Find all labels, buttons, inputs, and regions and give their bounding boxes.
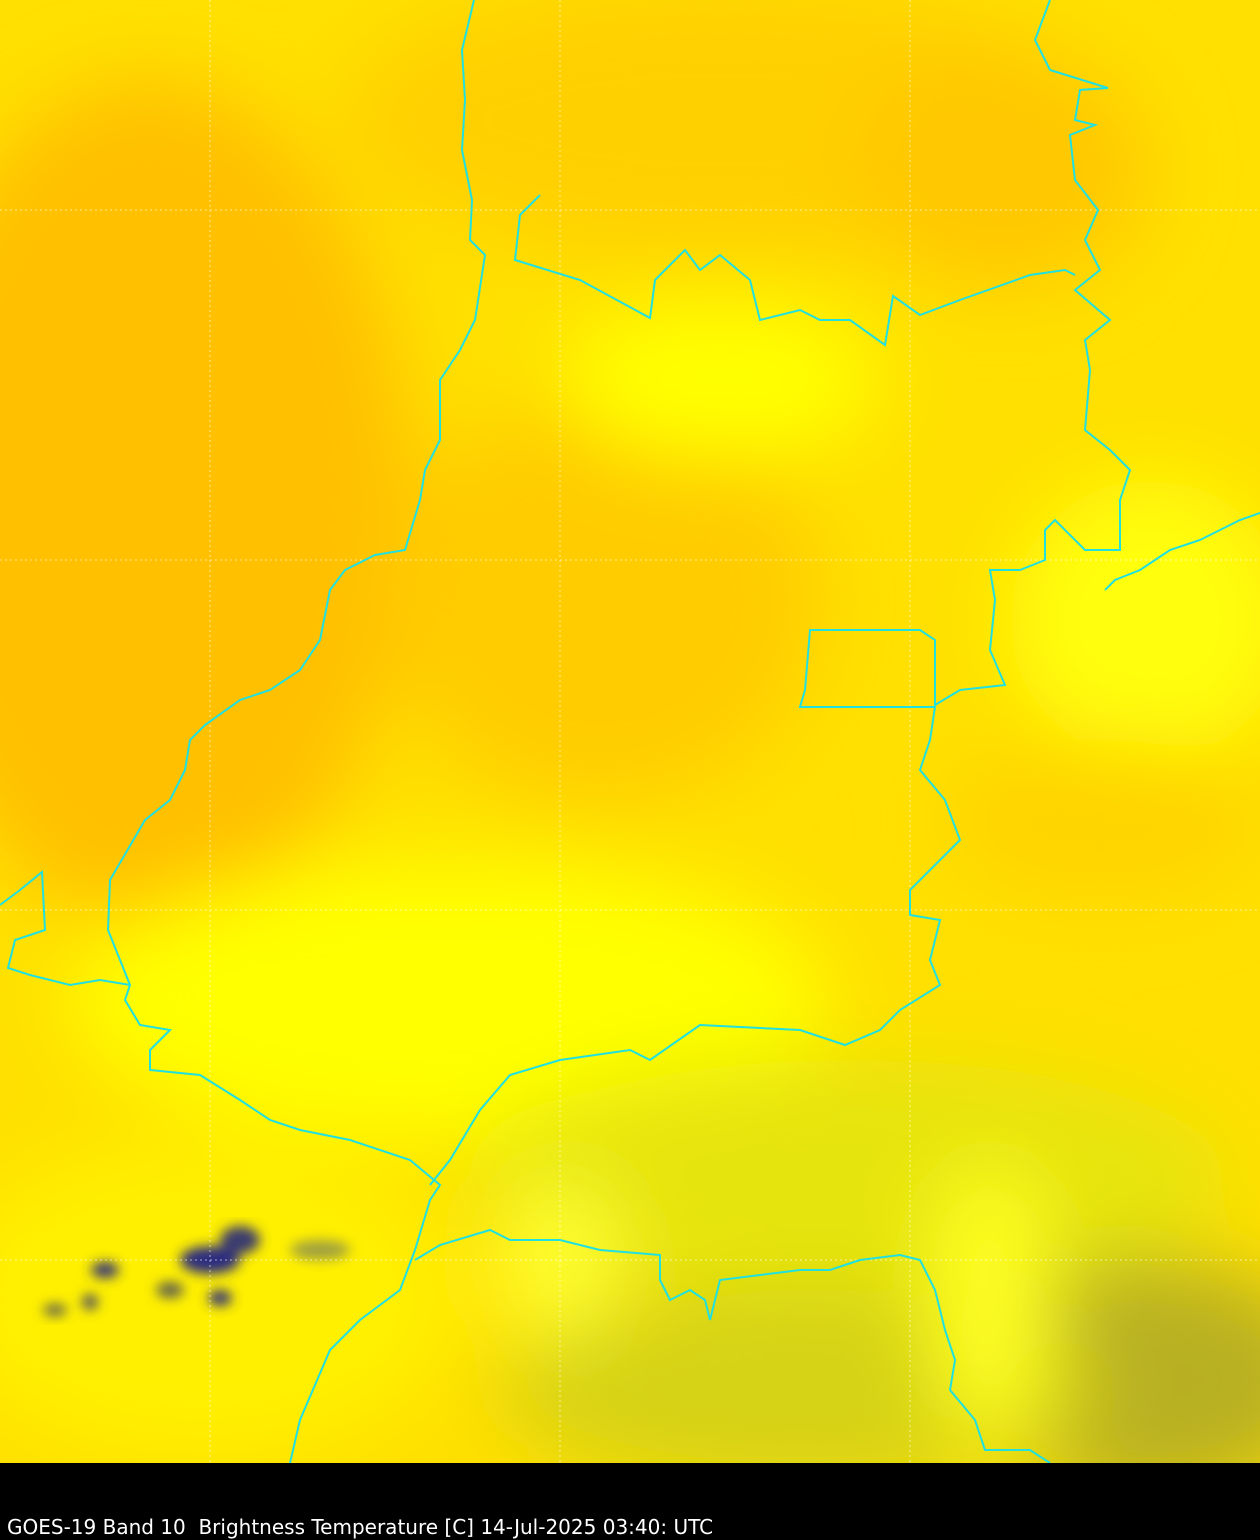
border-east <box>429 0 1132 1186</box>
border-west <box>106 0 487 1463</box>
border-southwest <box>0 869 131 987</box>
temperature-field <box>0 0 1260 1463</box>
graticule <box>0 0 1260 1463</box>
state-borders <box>0 0 1260 1463</box>
image-caption: GOES-19 Band 10 Brightness Temperature [… <box>7 1515 714 1539</box>
border-south <box>414 1228 1051 1463</box>
satellite-map <box>0 0 1260 1463</box>
border-north <box>513 194 1076 347</box>
border-southeast <box>1104 512 1260 591</box>
